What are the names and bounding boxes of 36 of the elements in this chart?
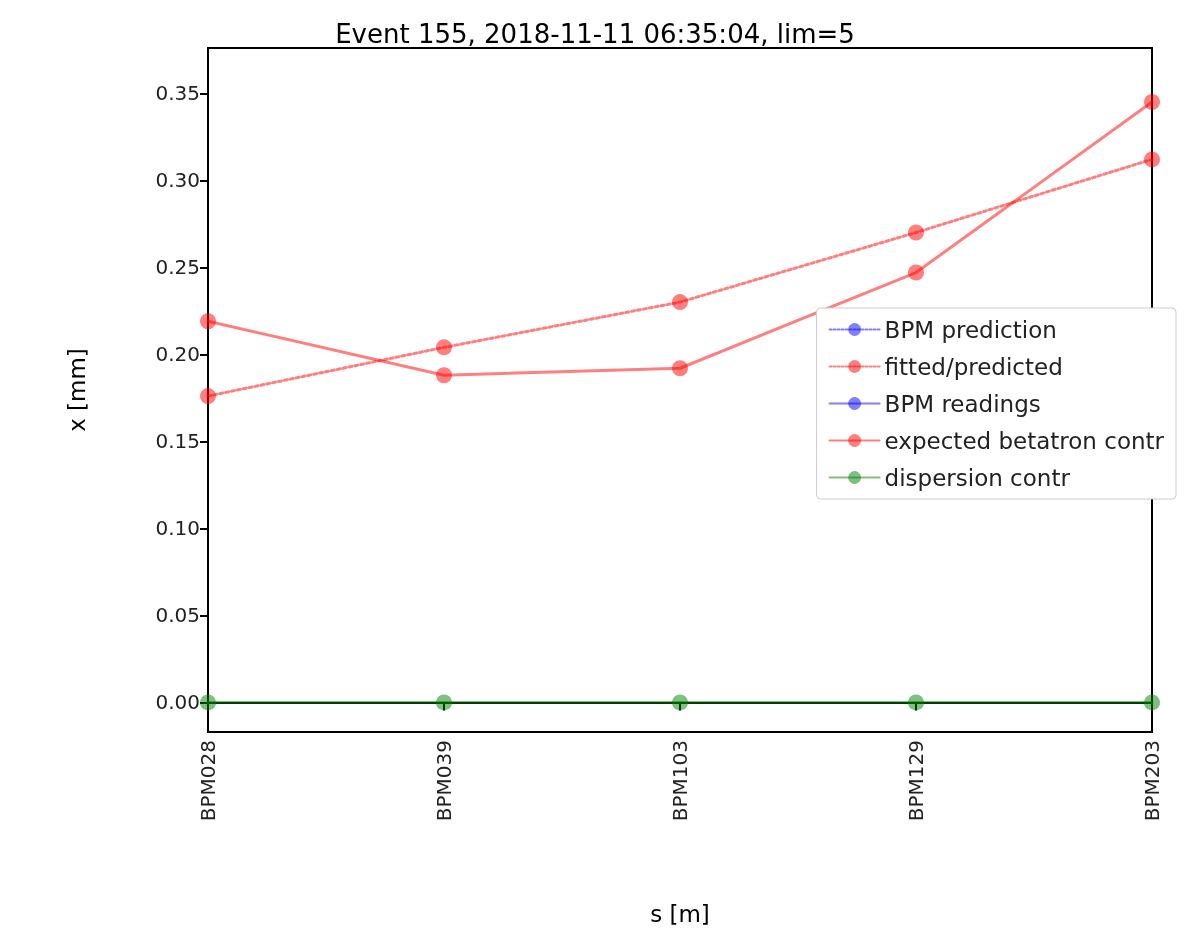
x-axis-title: s [m] (650, 900, 710, 927)
point (908, 224, 924, 241)
point (436, 694, 452, 711)
x-tick-label: BPM039 (432, 740, 456, 822)
y-tick-label: 0.10 (155, 516, 200, 541)
legend-label: BPM prediction (884, 316, 1057, 343)
y-tick-label: 0.00 (155, 690, 200, 715)
point (200, 388, 216, 405)
point (672, 360, 688, 377)
point (908, 694, 924, 711)
y-tick-label: 0.20 (155, 342, 200, 367)
point (436, 339, 452, 356)
legend-label: BPM readings (884, 390, 1041, 417)
point (436, 367, 452, 384)
point (200, 313, 216, 330)
point (1144, 694, 1160, 711)
point (200, 694, 216, 711)
y-axis-title: x [mm] (63, 348, 90, 432)
x-tick-label: BPM203 (1140, 740, 1164, 822)
x-tick-label: BPM103 (668, 740, 692, 822)
point (908, 264, 924, 281)
point (1144, 151, 1160, 168)
y-tick-label: 0.25 (155, 255, 200, 280)
y-tick-label: 0.05 (155, 603, 200, 628)
legend-label: expected betatron contr (884, 427, 1165, 454)
y-tick-label: 0.15 (155, 429, 200, 454)
x-tick-label: BPM028 (196, 740, 220, 822)
point (672, 694, 688, 711)
point (1144, 93, 1160, 110)
legend-label: fitted/predicted (884, 353, 1063, 380)
point (672, 294, 688, 311)
y-tick-label: 0.30 (155, 168, 200, 193)
chart-title: Event 155, 2018-11-11 06:35:04, lim=5 (335, 19, 855, 49)
legend-label: dispersion contr (884, 464, 1071, 491)
y-tick-label: 0.35 (155, 81, 200, 106)
x-tick-label: BPM129 (904, 740, 928, 822)
